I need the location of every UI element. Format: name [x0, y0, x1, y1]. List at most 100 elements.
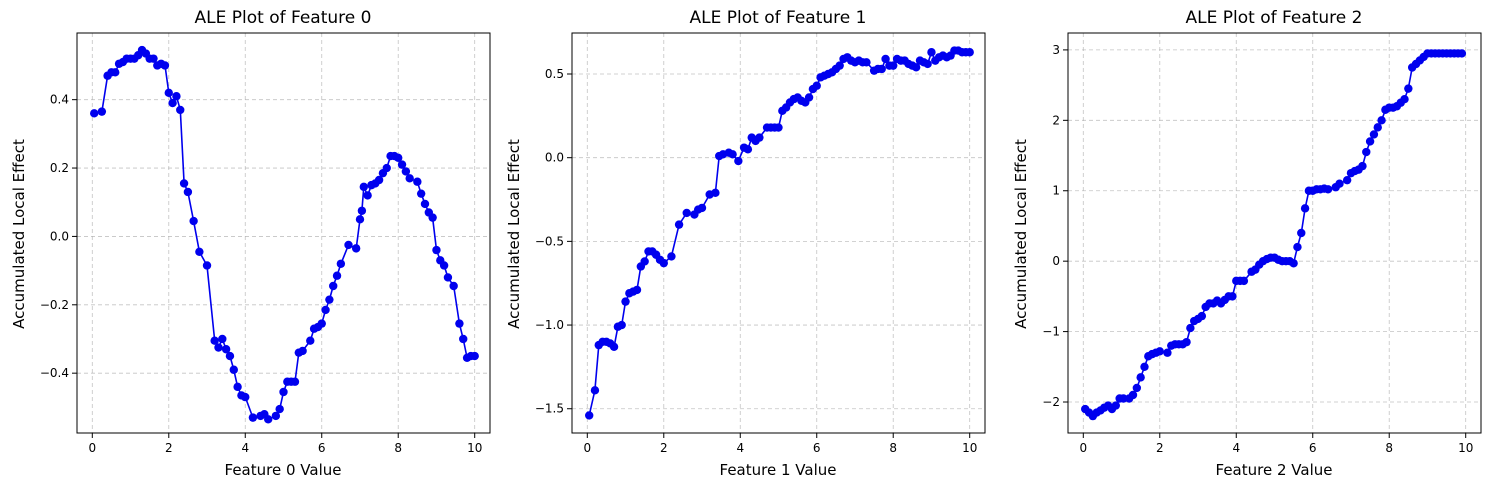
x-tick-label: 2: [1156, 441, 1164, 455]
y-tick-label: 0.2: [50, 161, 69, 175]
data-point: [413, 177, 422, 186]
y-tick-label: −2: [1042, 395, 1060, 409]
data-point: [667, 252, 676, 261]
y-tick-label: 0: [1052, 254, 1060, 268]
data-point: [1362, 147, 1371, 157]
data-point: [97, 107, 107, 116]
data-point: [590, 386, 600, 395]
y-tick-label: 0.0: [545, 151, 564, 165]
data-point: [1186, 323, 1195, 333]
x-tick-label: 2: [165, 441, 173, 455]
data-point: [1373, 123, 1382, 132]
data-point: [755, 133, 764, 142]
x-tick-label: 8: [889, 441, 897, 455]
data-point: [1228, 292, 1237, 301]
grid-lines: [77, 33, 490, 433]
data-point: [1400, 94, 1409, 104]
data-point: [382, 163, 391, 173]
data-point: [728, 150, 737, 159]
x-tick-label: 10: [962, 441, 977, 455]
data-point: [682, 208, 691, 218]
data-point: [397, 160, 407, 169]
data-point: [321, 305, 330, 315]
data-point: [306, 336, 315, 345]
x-tick-label: 4: [1232, 441, 1240, 455]
data-point: [1155, 347, 1164, 356]
data-point: [271, 411, 281, 421]
data-point: [317, 319, 326, 328]
x-tick-label: 2: [660, 441, 668, 455]
data-point: [149, 54, 158, 63]
chart-panel-feature-1: ALE Plot of Feature 1 Feature 1 Value Ac…: [505, 8, 986, 479]
data-series: [1081, 49, 1467, 421]
data-point: [416, 189, 426, 198]
data-point: [357, 206, 367, 215]
data-point: [210, 336, 219, 345]
series-line: [94, 48, 475, 421]
x-axis-label: Feature 1 Value: [720, 461, 837, 479]
data-point: [298, 346, 307, 356]
data-point: [225, 351, 235, 361]
y-tick-label: 0.0: [50, 229, 69, 243]
data-point: [172, 92, 181, 101]
y-tick-label: 2: [1052, 113, 1060, 127]
data-point: [432, 245, 441, 255]
data-point: [179, 179, 189, 188]
data-series: [90, 45, 479, 424]
data-point: [428, 213, 437, 222]
data-point: [621, 297, 630, 306]
data-point: [1132, 383, 1142, 393]
data-point: [1358, 161, 1367, 171]
y-tick-label: −1: [1042, 325, 1060, 339]
x-tick-label: 6: [813, 441, 821, 455]
y-axis-label: Accumulated Local Effect: [10, 139, 28, 329]
data-point: [1457, 49, 1467, 58]
y-tick-label: −0.2: [40, 298, 69, 312]
x-axis-label: Feature 2 Value: [1216, 461, 1333, 479]
data-point: [229, 365, 238, 374]
data-point: [1182, 337, 1191, 347]
y-tick-label: 0.5: [545, 67, 564, 81]
y-tick-label: −1.5: [535, 402, 564, 416]
data-point: [889, 61, 898, 70]
data-point: [359, 182, 369, 192]
data-point: [329, 281, 338, 291]
plot-frame: [571, 32, 986, 434]
data-point: [332, 271, 342, 280]
tick-labels: 0 2 4 6 8 10 −2 −1 0 1 2 3: [1042, 43, 1473, 455]
data-point: [835, 61, 844, 70]
data-point: [632, 285, 642, 295]
data-point: [1111, 401, 1121, 410]
x-tick-label: 4: [241, 441, 249, 455]
data-point: [325, 295, 334, 304]
x-tick-label: 8: [1385, 441, 1393, 455]
data-point: [927, 48, 936, 57]
series-line: [1084, 52, 1462, 418]
data-point: [743, 145, 753, 154]
data-point: [355, 215, 365, 224]
data-point: [609, 342, 619, 352]
y-tick-label: −1.0: [535, 318, 564, 332]
x-tick-label: 6: [1309, 441, 1317, 455]
data-point: [1404, 84, 1413, 93]
grid-lines: [572, 33, 985, 433]
data-point: [344, 240, 353, 250]
data-point: [965, 48, 974, 57]
data-point: [420, 199, 430, 209]
x-tick-label: 0: [88, 441, 96, 455]
data-point: [1136, 373, 1145, 382]
data-point: [1163, 348, 1172, 357]
data-point: [470, 351, 479, 361]
data-point: [1289, 259, 1298, 268]
x-tick-label: 4: [736, 441, 744, 455]
data-point: [264, 415, 273, 424]
data-point: [336, 259, 346, 268]
plot-frame: [76, 32, 491, 434]
data-point: [290, 377, 300, 386]
y-tick-label: 3: [1052, 43, 1060, 57]
x-axis-label: Feature 0 Value: [225, 461, 342, 479]
data-point: [195, 247, 204, 257]
data-point: [374, 175, 384, 185]
data-point: [1323, 185, 1333, 194]
